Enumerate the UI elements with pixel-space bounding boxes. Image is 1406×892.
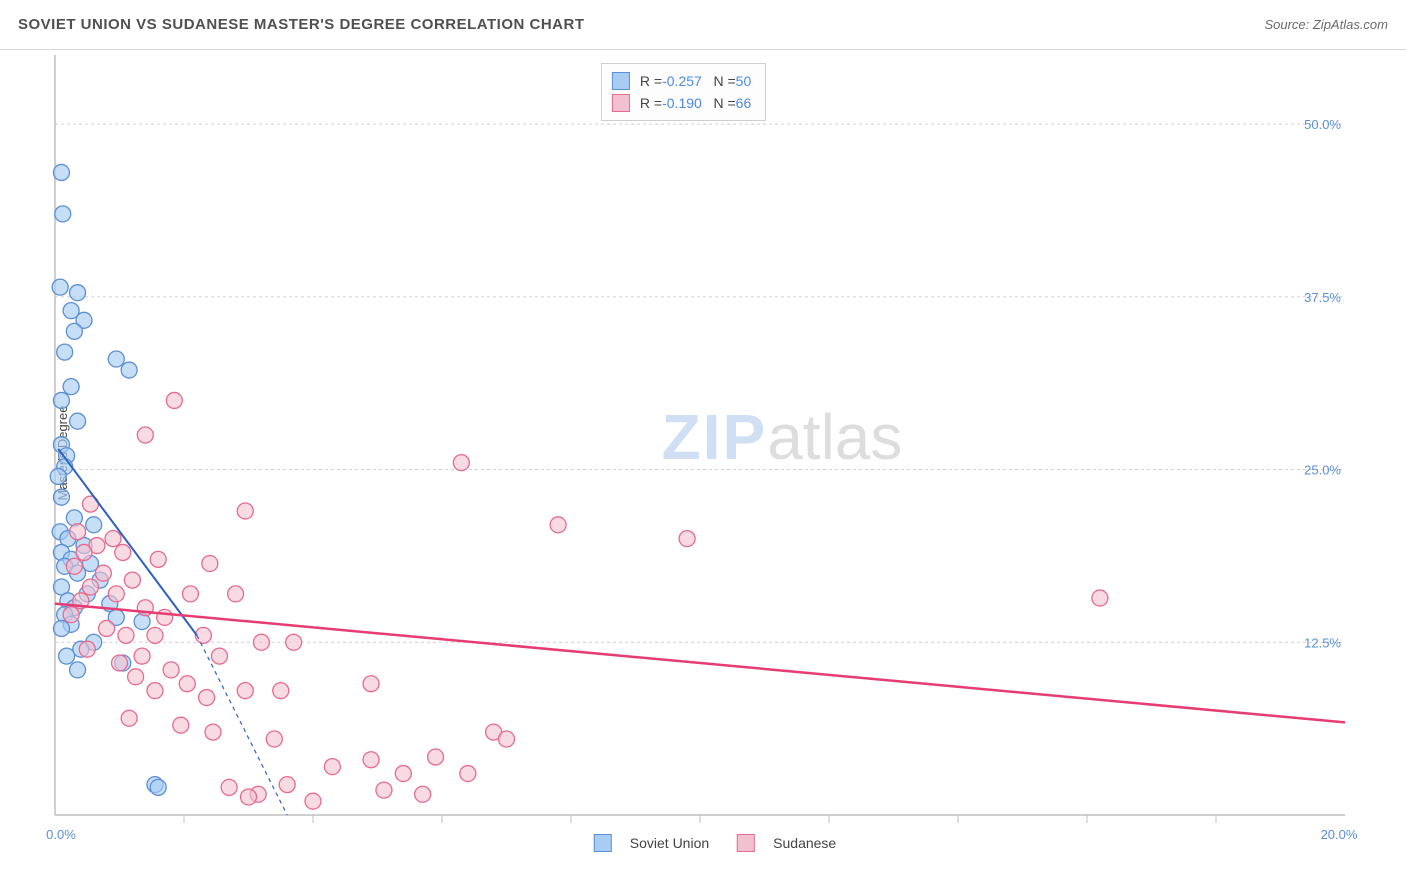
plot-area: Master's Degree 12.5%25.0%37.5%50.0%0.0%… (45, 55, 1385, 850)
legend-swatch-soviet-b (594, 834, 612, 852)
legend-row-sudanese: R = -0.190 N = 66 (612, 92, 751, 114)
r-label: R = (640, 70, 662, 92)
r-label: R = (640, 92, 662, 114)
correlation-legend: R = -0.257 N = 50 R = -0.190 N = 66 (601, 63, 766, 121)
r-value-sudanese: -0.190 (662, 92, 702, 114)
svg-text:20.0%: 20.0% (1321, 827, 1358, 842)
svg-text:50.0%: 50.0% (1304, 117, 1341, 132)
r-value-soviet: -0.257 (662, 70, 702, 92)
legend-item-soviet: Soviet Union (594, 834, 709, 852)
legend-label-sudanese: Sudanese (773, 835, 836, 851)
n-value-soviet: 50 (736, 70, 752, 92)
legend-spacer (702, 92, 714, 114)
svg-text:12.5%: 12.5% (1304, 635, 1341, 650)
n-label: N = (713, 92, 735, 114)
legend-spacer (702, 70, 714, 92)
source-name: ZipAtlas.com (1313, 17, 1388, 32)
chart-title: SOVIET UNION VS SUDANESE MASTER'S DEGREE… (18, 16, 585, 33)
legend-swatch-sudanese (612, 94, 630, 112)
legend-item-sudanese: Sudanese (737, 834, 836, 852)
svg-text:37.5%: 37.5% (1304, 290, 1341, 305)
source-credit: Source: ZipAtlas.com (1264, 17, 1388, 32)
svg-text:0.0%: 0.0% (46, 827, 76, 842)
legend-row-soviet: R = -0.257 N = 50 (612, 70, 751, 92)
chart-header: SOVIET UNION VS SUDANESE MASTER'S DEGREE… (0, 0, 1406, 50)
n-value-sudanese: 66 (736, 92, 752, 114)
series-legend: Soviet Union Sudanese (594, 834, 836, 852)
source-prefix: Source: (1264, 17, 1312, 32)
svg-text:25.0%: 25.0% (1304, 463, 1341, 478)
n-label: N = (713, 70, 735, 92)
legend-swatch-soviet (612, 72, 630, 90)
legend-label-soviet: Soviet Union (630, 835, 709, 851)
scatter-chart: 12.5% 25.0% 37.5% 50.0% 0.0% 20.0% (45, 55, 1385, 850)
legend-swatch-sudanese-b (737, 834, 755, 852)
